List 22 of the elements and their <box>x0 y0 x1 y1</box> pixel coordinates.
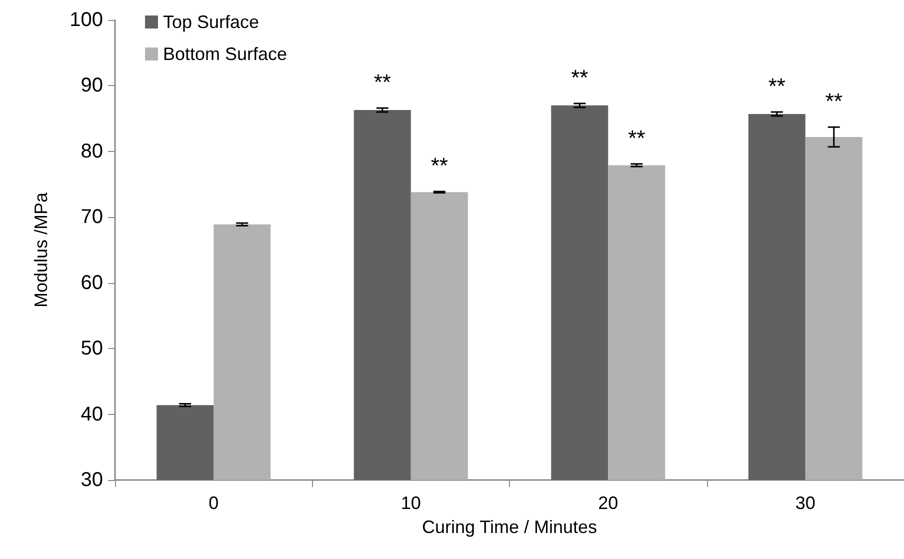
legend-label: Top Surface <box>163 12 260 32</box>
y-tick-label: 30 <box>80 469 103 491</box>
x-tick-label: 10 <box>400 493 421 513</box>
y-axis-title: Modulus /MPa <box>31 191 51 308</box>
x-tick-label: 30 <box>795 493 816 513</box>
annotation: ** <box>430 153 448 178</box>
annotation: ** <box>571 64 589 90</box>
x-tick-label: 20 <box>598 493 618 513</box>
y-tick-label: 90 <box>80 74 103 97</box>
annotation: ** <box>825 88 843 114</box>
y-tick-label: 60 <box>80 272 103 294</box>
x-axis-title: Curing Time / Minutes <box>422 517 598 537</box>
y-tick-label: 40 <box>80 403 103 426</box>
annotation: ** <box>768 74 786 98</box>
legend-label: Bottom Surface <box>163 44 288 64</box>
y-tick-label: 100 <box>70 9 103 31</box>
y-tick-label: 80 <box>80 140 103 162</box>
y-tick-label: 50 <box>80 338 103 360</box>
annotation: ** <box>628 125 646 150</box>
x-tick-label: 0 <box>208 493 219 513</box>
annotation: ** <box>374 70 392 95</box>
y-tick-label: 70 <box>80 206 103 228</box>
